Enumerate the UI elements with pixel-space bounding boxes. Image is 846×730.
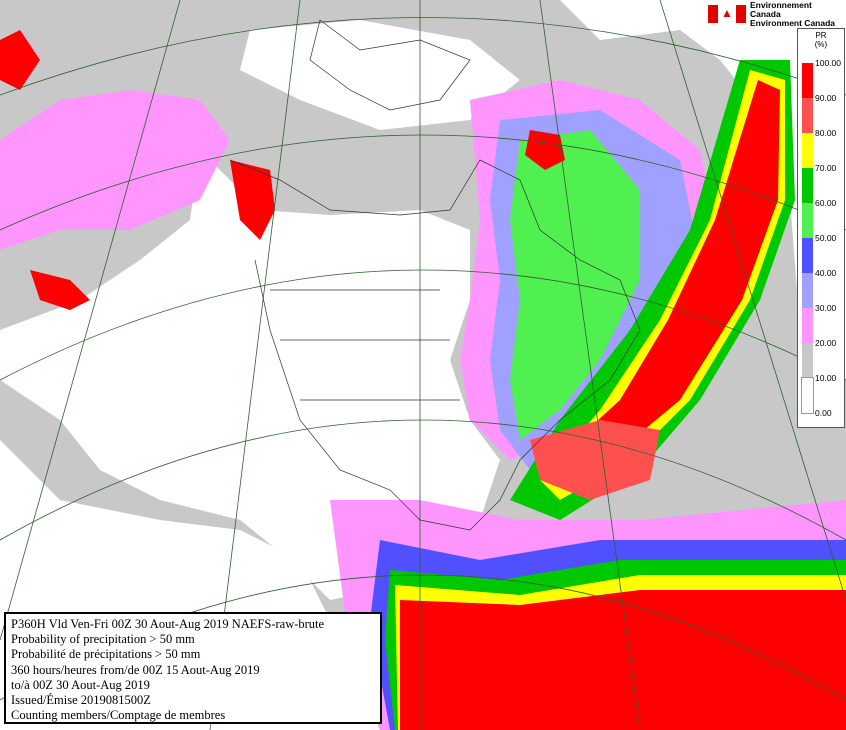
- legend-swatch: [802, 273, 813, 308]
- canada-flag-icon: ▲: [708, 5, 746, 23]
- red-blob-gulf: [530, 420, 660, 500]
- legend-label: 10.00: [815, 373, 837, 383]
- legend-label: 70.00: [815, 163, 837, 173]
- white-continent: [0, 150, 500, 600]
- legend-label: 90.00: [815, 93, 837, 103]
- red-blob-hudson: [525, 130, 565, 170]
- legend-label: 50.00: [815, 233, 837, 243]
- info-line-issued: Issued/Émise 2019081500Z: [11, 693, 151, 708]
- legend-label: 0.00: [815, 408, 832, 418]
- pink-field-west: [0, 90, 230, 250]
- logo-line-en: Environment Canada: [750, 17, 836, 28]
- legend-label: 40.00: [815, 268, 837, 278]
- legend-label: 100.00: [815, 58, 841, 68]
- legend-title: PR (%): [814, 31, 828, 49]
- info-line-period-end: to/à 00Z 30 Aout-Aug 2019: [11, 677, 150, 692]
- info-line-period: 360 hours/heures from/de 00Z 15 Aout-Aug…: [11, 662, 260, 677]
- legend-swatch: [802, 63, 813, 98]
- legend-swatch: [802, 343, 813, 378]
- red-field-south: [400, 590, 846, 730]
- legend-swatch: [802, 203, 813, 238]
- red-blob-west: [30, 270, 90, 310]
- legend-swatch: [802, 238, 813, 273]
- legend-label: 80.00: [815, 128, 837, 138]
- green-field-east: [510, 130, 640, 440]
- info-line-valid: P360H Vld Ven-Fri 00Z 30 Aout-Aug 2019 N…: [11, 617, 325, 631]
- legend-swatch: [802, 308, 813, 343]
- white-arctic: [240, 20, 520, 130]
- info-line-title-en: Probability of precipitation > 50 mm: [11, 632, 195, 647]
- info-line-method: Counting members/Comptage de membres: [11, 708, 226, 723]
- logo-line-fr: Environnement Canada: [750, 0, 812, 19]
- red-blob-bc: [230, 160, 275, 240]
- red-blob-nw: [0, 30, 40, 90]
- coastlines: [229, 19, 641, 531]
- legend-swatch: [802, 133, 813, 168]
- legend-label: 30.00: [815, 303, 837, 313]
- legend-label: 20.00: [815, 338, 837, 348]
- legend-swatch: [801, 377, 814, 414]
- legend-swatch: [802, 168, 813, 203]
- color-legend: PR (%) 100.00 90.00 80.00 70.00 60.00 50.00 40…: [797, 28, 845, 428]
- legend-swatch: [802, 98, 813, 133]
- environment-canada-logo: ▲ Environnement Canada Environment Canad…: [708, 0, 842, 28]
- legend-label: 60.00: [815, 198, 837, 208]
- info-box: P360H Vld Ven-Fri 00Z 30 Aout-Aug 2019 N…: [4, 612, 382, 724]
- yellow-band-atlantic: [540, 70, 785, 500]
- info-line-title-fr: Probabilité de précipitations > 50 mm: [11, 647, 201, 662]
